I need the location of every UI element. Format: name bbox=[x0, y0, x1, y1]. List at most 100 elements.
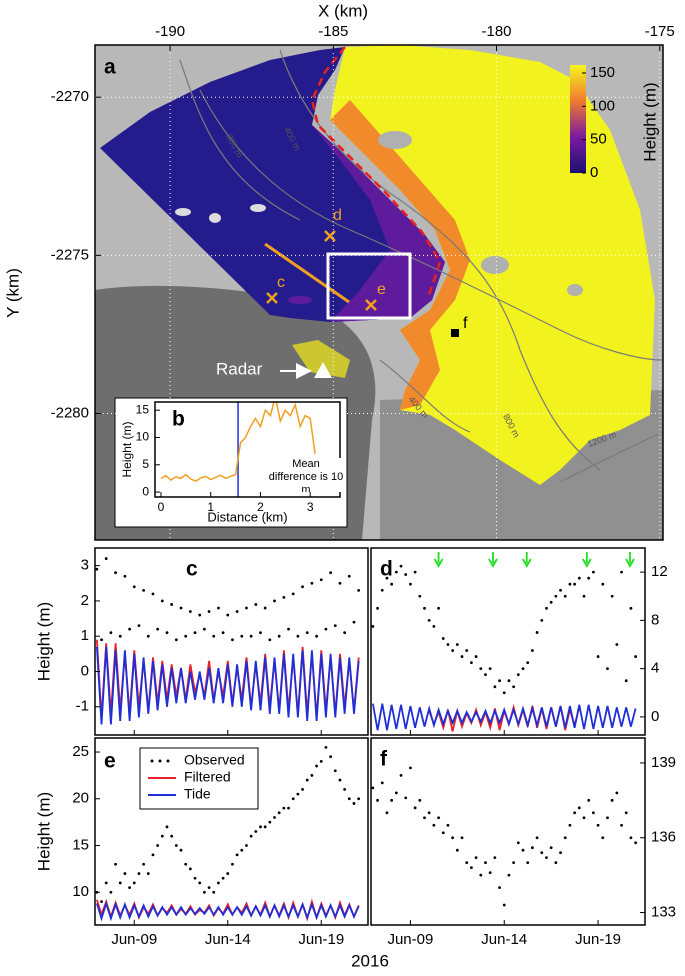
zoom-box bbox=[326, 252, 412, 320]
observed-point bbox=[170, 603, 174, 606]
observed-point bbox=[315, 634, 318, 638]
observed-point bbox=[498, 679, 501, 683]
observed-point bbox=[474, 655, 478, 658]
observed-point bbox=[479, 667, 483, 671]
observed-point bbox=[217, 606, 220, 610]
observed-point bbox=[137, 872, 141, 875]
observed-point bbox=[198, 881, 202, 885]
observed-point bbox=[245, 606, 248, 610]
observed-point bbox=[582, 594, 586, 598]
observed-point bbox=[123, 872, 127, 875]
y-axis-label: Y (km) bbox=[3, 268, 22, 318]
observed-point bbox=[451, 836, 455, 840]
observed-point bbox=[338, 778, 342, 782]
observed-point bbox=[563, 594, 567, 598]
observed-point bbox=[221, 631, 225, 635]
observed-point bbox=[305, 631, 309, 635]
sites bbox=[266, 230, 377, 311]
observed-point bbox=[591, 811, 595, 815]
observed-point bbox=[521, 848, 525, 852]
observed-point bbox=[156, 627, 160, 631]
observed-point bbox=[634, 841, 638, 845]
y-tick-label: 25 bbox=[72, 743, 89, 760]
observed-point bbox=[418, 594, 422, 598]
observed-point bbox=[620, 570, 623, 574]
observed-point bbox=[296, 792, 300, 796]
observed-point bbox=[160, 834, 164, 838]
observed-point bbox=[624, 811, 628, 815]
observed-point bbox=[324, 745, 328, 749]
observed-point bbox=[263, 606, 267, 610]
series-line bbox=[372, 703, 637, 731]
observed-point bbox=[371, 786, 375, 790]
y-tick-label: 3 bbox=[81, 557, 89, 574]
observed-point bbox=[512, 861, 516, 865]
x-tick-label: 1 bbox=[207, 500, 214, 514]
x-tick-label: Jun-19 bbox=[298, 931, 344, 948]
y-tick-label: 136 bbox=[651, 829, 676, 846]
observed-point bbox=[423, 816, 426, 820]
observed-point bbox=[287, 627, 290, 631]
observed-point bbox=[460, 836, 464, 840]
colorbar-tick-label: 50 bbox=[590, 131, 607, 148]
observed-point bbox=[207, 610, 211, 613]
observed-point bbox=[109, 631, 113, 635]
observed-point bbox=[624, 679, 628, 683]
observed-point bbox=[100, 900, 103, 904]
axes-frame bbox=[370, 547, 646, 736]
observed-point bbox=[479, 873, 483, 877]
y-tick-label: 12 bbox=[651, 563, 668, 580]
observed-point bbox=[470, 866, 473, 870]
observed-point bbox=[226, 872, 230, 875]
observed-point bbox=[301, 585, 304, 589]
observed-point bbox=[118, 881, 122, 885]
observed-point bbox=[587, 798, 591, 802]
observed-point bbox=[287, 806, 290, 810]
observed-point bbox=[460, 655, 464, 658]
observed-point bbox=[273, 816, 276, 819]
observed-point bbox=[165, 631, 169, 635]
observed-point bbox=[221, 876, 225, 880]
panel-letter: d bbox=[380, 558, 393, 581]
observed-point bbox=[577, 576, 581, 580]
observed-point bbox=[507, 873, 511, 877]
observed-point bbox=[610, 594, 614, 598]
observed-point bbox=[212, 634, 216, 638]
y-tick-label: 15 bbox=[72, 836, 89, 853]
observed-point bbox=[432, 823, 436, 827]
observed-point bbox=[315, 764, 318, 768]
observed-point bbox=[226, 613, 230, 617]
x-axis-label: 2016 bbox=[351, 951, 389, 970]
observed-point bbox=[516, 841, 520, 845]
observed-point bbox=[512, 685, 516, 689]
x-axis-label: Distance (km) bbox=[207, 509, 287, 524]
observed-point bbox=[521, 667, 525, 671]
observed-point bbox=[380, 781, 384, 785]
y-tick-label: -2275 bbox=[51, 246, 89, 263]
observed-point bbox=[413, 806, 417, 810]
y-tick-label: 133 bbox=[651, 904, 676, 921]
observed-point bbox=[606, 667, 609, 671]
observed-point bbox=[333, 769, 337, 773]
observed-point bbox=[114, 862, 117, 866]
event-arrow bbox=[625, 552, 635, 568]
observed-point bbox=[568, 582, 572, 586]
observed-point bbox=[128, 886, 131, 889]
gap bbox=[250, 204, 266, 212]
y-tick-label: 0 bbox=[142, 484, 149, 498]
observed-point bbox=[404, 796, 408, 800]
observed-point bbox=[507, 679, 511, 683]
observed-point bbox=[235, 610, 239, 613]
radar-label: Radar bbox=[216, 359, 263, 378]
y-tick-label: -2270 bbox=[51, 88, 89, 105]
observed-point bbox=[470, 661, 473, 665]
plot-area bbox=[95, 745, 361, 922]
site-label: c bbox=[277, 274, 285, 291]
gap bbox=[481, 256, 509, 274]
observed-point bbox=[109, 890, 113, 894]
observed-point bbox=[137, 624, 141, 628]
gap bbox=[567, 284, 583, 296]
observed-point bbox=[142, 862, 146, 866]
observed-point bbox=[385, 811, 389, 815]
